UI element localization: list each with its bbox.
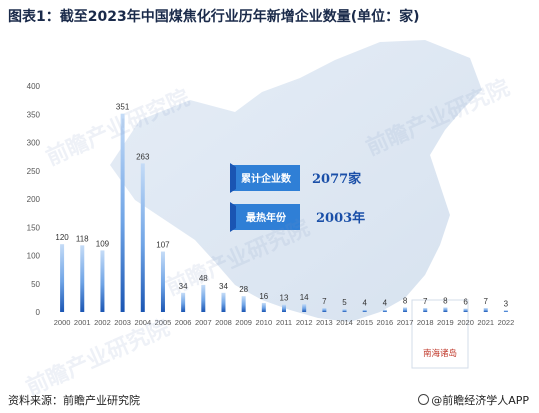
callout-total-label: 累计企业数	[241, 172, 292, 185]
bar-2006	[181, 292, 186, 312]
x-tick-label: 2019	[437, 318, 454, 327]
y-tick-label: 200	[27, 195, 41, 204]
value-label: 34	[219, 282, 228, 291]
x-tick-label: 2006	[175, 318, 192, 327]
bar-2000	[60, 244, 65, 312]
y-tick-label: 50	[31, 280, 40, 289]
y-tick-label: 250	[27, 167, 41, 176]
bar-2003	[120, 113, 125, 312]
bar-2002	[100, 250, 105, 312]
callout-year-value: 2003年	[316, 210, 365, 226]
map-label: 南海诸岛	[423, 348, 457, 359]
value-label: 109	[96, 239, 110, 248]
value-label: 28	[239, 285, 248, 294]
x-tick-label: 2001	[74, 318, 91, 327]
bar-2019	[443, 307, 448, 312]
value-label: 118	[76, 234, 89, 243]
value-label: 120	[55, 233, 69, 242]
value-label: 4	[383, 299, 388, 308]
bar-2013	[322, 308, 327, 312]
x-tick-label: 2016	[377, 318, 394, 327]
value-label: 8	[443, 296, 448, 305]
value-label: 351	[116, 103, 130, 112]
chart-title: 图表1：截至2023年中国煤焦化行业历年新增企业数量(单位：家)	[8, 9, 420, 25]
brand-credit: @前瞻经济学人APP	[418, 392, 529, 408]
x-tick-label: 2015	[356, 318, 373, 327]
brand-logo-icon	[418, 394, 430, 405]
y-axis: 0 50 100 150 200 250 300 350 400	[27, 82, 41, 317]
value-label: 6	[463, 298, 468, 307]
source-note: 资料来源：前瞻产业研究院	[8, 394, 140, 407]
x-tick-label: 2012	[296, 318, 313, 327]
x-tick-label: 2005	[155, 318, 172, 327]
y-tick-label: 100	[27, 252, 41, 261]
x-axis-labels: 2000 2001 2002 2003 2004 2005 2006 2007 2008 2009…	[54, 318, 515, 327]
value-label: 34	[179, 282, 188, 291]
y-tick-label: 150	[27, 223, 41, 232]
bar-2007	[201, 284, 206, 312]
brand-text: @前瞻经济学人APP	[431, 394, 529, 407]
bar-2001	[80, 245, 85, 312]
bar-2022	[503, 310, 508, 312]
x-tick-label: 2017	[397, 318, 414, 327]
x-tick-label: 2018	[417, 318, 434, 327]
x-tick-label: 2009	[235, 318, 252, 327]
bar-2015	[362, 309, 367, 312]
x-tick-label: 2021	[477, 318, 494, 327]
x-tick-label: 2003	[114, 318, 131, 327]
bar-2021	[483, 308, 488, 312]
value-label: 3	[504, 299, 509, 308]
value-label: 8	[403, 296, 408, 305]
bars	[60, 113, 508, 312]
x-tick-label: 2002	[94, 318, 111, 327]
value-label: 107	[156, 241, 170, 250]
bar-2014	[342, 309, 347, 312]
x-tick-label: 2008	[215, 318, 232, 327]
bar-2009	[241, 296, 246, 312]
bar-2010	[261, 302, 266, 312]
x-tick-label: 2010	[255, 318, 272, 327]
bar-2016	[382, 309, 387, 312]
callout-year: 最热年份 2003年	[230, 202, 365, 232]
value-label: 14	[300, 293, 309, 302]
x-tick-label: 2014	[336, 318, 353, 327]
y-tick-label: 350	[27, 110, 41, 119]
x-tick-label: 2000	[54, 318, 71, 327]
value-label: 48	[199, 274, 208, 283]
bar-2012	[302, 304, 307, 312]
bar-2005	[160, 251, 165, 312]
x-tick-label: 2011	[276, 318, 292, 327]
x-tick-label: 2020	[457, 318, 474, 327]
bar-2011	[282, 304, 286, 312]
callout-year-label: 最热年份	[246, 211, 287, 224]
bar-2018	[423, 308, 428, 312]
value-label: 7	[484, 297, 489, 306]
south-china-sea-inset	[411, 299, 469, 369]
x-tick-label: 2007	[195, 318, 212, 327]
value-label: 16	[259, 292, 268, 301]
callout-total: 累计企业数 2077家	[230, 163, 362, 193]
bar-2017	[403, 307, 408, 312]
bar-2004	[140, 163, 145, 312]
x-tick-label: 2013	[316, 318, 333, 327]
y-tick-label: 0	[36, 308, 41, 317]
value-label: 4	[362, 299, 367, 308]
y-tick-label: 400	[27, 82, 41, 91]
x-tick-label: 2004	[134, 318, 151, 327]
bar-2008	[221, 292, 226, 312]
x-tick-label: 2022	[498, 318, 515, 327]
value-label: 263	[136, 152, 150, 161]
value-label: 13	[280, 294, 289, 303]
value-label: 7	[322, 297, 327, 306]
callout-total-value: 2077家	[312, 171, 362, 187]
value-label: 5	[342, 298, 347, 307]
y-tick-label: 300	[27, 139, 41, 148]
value-label: 7	[423, 297, 428, 306]
bar-2020	[463, 308, 468, 312]
